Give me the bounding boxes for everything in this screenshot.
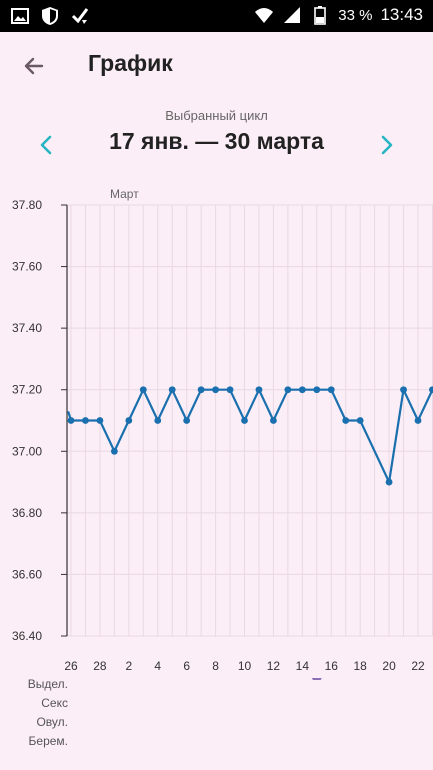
battery-percent: 33 %: [338, 6, 373, 24]
status-bar: 33 % 13:43: [0, 0, 433, 32]
cycle-label: Выбранный цикл: [165, 108, 268, 123]
x-tick-label: 2: [125, 659, 132, 673]
data-point: [197, 386, 205, 394]
y-tick-label: 36.60: [12, 567, 42, 581]
x-tick-label: 18: [353, 659, 367, 673]
data-point: [96, 417, 104, 424]
row-label-discharge: Выдел.: [27, 677, 68, 691]
data-point: [298, 386, 306, 394]
x-tick-label: 22: [411, 659, 425, 673]
data-point: [284, 386, 292, 394]
cycle-range: 17 янв. — 30 марта: [109, 128, 324, 154]
x-tick-label: 16: [325, 659, 339, 673]
image-icon: [11, 8, 29, 24]
data-point: [327, 386, 335, 394]
wifi-icon: [255, 8, 274, 23]
x-tick-label: 8: [212, 659, 219, 673]
data-point: [183, 417, 191, 424]
x-tick-label: 6: [183, 659, 190, 673]
data-point: [356, 417, 364, 424]
x-tick-label: 14: [296, 659, 310, 673]
x-tick-label: 4: [154, 659, 161, 673]
discharge-icon: [311, 678, 322, 680]
data-point: [414, 417, 422, 424]
row-label-sex: Секс: [41, 696, 68, 710]
y-tick-label: 37.20: [12, 383, 42, 397]
battery-icon: [314, 6, 327, 25]
data-point: [255, 386, 263, 394]
x-tick-label: 20: [382, 659, 396, 673]
back-arrow-icon[interactable]: [18, 50, 50, 82]
check-download-icon: [71, 8, 89, 24]
y-tick-label: 37.80: [12, 198, 42, 212]
temperature-chart[interactable]: 37.80 37.60 37.40 37.20 37.00 36.80 36.60 36.40…: [0, 180, 433, 680]
data-point: [429, 386, 433, 394]
data-point: [67, 417, 75, 424]
data-point: [139, 386, 147, 394]
x-tick-label: 12: [267, 659, 281, 673]
clock: 13:43: [380, 5, 423, 24]
y-tick-label: 37.60: [12, 260, 42, 274]
data-point: [385, 478, 393, 486]
y-tick-label: 37.40: [12, 321, 42, 335]
x-tick-label: 10: [238, 659, 252, 673]
prev-cycle-chevron-icon[interactable]: [33, 132, 59, 158]
app-bar: График: [0, 32, 433, 102]
x-tick-label: 28: [93, 659, 107, 673]
temperature-line: [67, 388, 433, 484]
row-label-pregnancy: Берем.: [28, 734, 68, 748]
data-point: [125, 417, 133, 424]
data-point: [270, 417, 277, 424]
shield-icon: [42, 7, 58, 25]
data-point: [212, 386, 219, 394]
row-label-ovulation: Овул.: [36, 715, 68, 729]
data-point: [110, 447, 118, 455]
next-cycle-chevron-icon[interactable]: [374, 132, 400, 158]
data-point: [82, 417, 89, 424]
data-point: [154, 417, 162, 424]
data-point: [241, 417, 248, 424]
data-point: [400, 386, 407, 394]
data-point: [168, 386, 176, 394]
y-tick-label: 36.80: [12, 506, 42, 520]
month-label: Март: [110, 187, 139, 201]
y-tick-label: 36.40: [12, 629, 42, 643]
data-point: [313, 386, 321, 394]
signal-icon: [284, 7, 301, 23]
y-tick-label: 37.00: [12, 444, 42, 458]
page-title: График: [88, 50, 173, 76]
data-point: [342, 417, 350, 424]
x-tick-label: 26: [64, 659, 78, 673]
data-point: [226, 386, 234, 394]
